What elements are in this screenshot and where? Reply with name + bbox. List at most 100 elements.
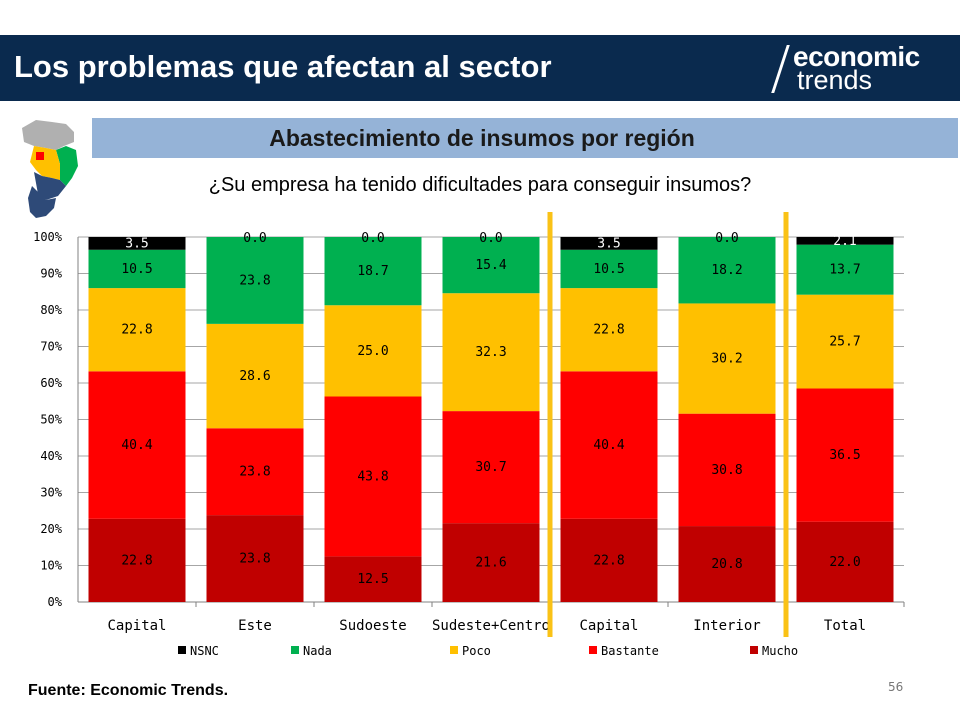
data-label: 36.5 xyxy=(829,448,860,463)
data-label: 0.0 xyxy=(243,231,266,246)
data-label: 22.8 xyxy=(593,323,624,338)
x-category-label: Sudoeste xyxy=(339,618,406,634)
group-separator xyxy=(547,212,553,637)
data-label: 18.2 xyxy=(711,263,742,278)
chart-section-title: Abastecimiento de insumos por región xyxy=(269,125,695,151)
bar-bastante xyxy=(678,413,776,527)
bar-mucho xyxy=(206,515,304,602)
bar-nada xyxy=(678,237,776,304)
header-bar: Los problemas que afectan al sector econ… xyxy=(0,35,960,101)
legend-label: NSNC xyxy=(190,644,219,658)
legend-swatch-nada xyxy=(291,646,299,654)
data-label: 22.8 xyxy=(593,553,624,568)
bar-poco xyxy=(560,288,658,372)
legend-label: Mucho xyxy=(762,644,798,658)
logo-line-2: trends xyxy=(797,65,873,95)
data-label: 25.7 xyxy=(829,335,860,350)
y-tick-label: 30% xyxy=(40,486,62,500)
x-category-label: Capital xyxy=(107,618,166,634)
data-label: 12.5 xyxy=(357,572,388,587)
y-tick-label: 20% xyxy=(40,522,62,536)
y-tick-label: 40% xyxy=(40,449,62,463)
y-tick-label: 50% xyxy=(40,413,62,427)
bar-nada xyxy=(206,237,304,324)
x-category-label: Sudeste+Centro xyxy=(432,618,550,634)
data-label: 32.3 xyxy=(475,345,506,360)
logo-line-1: economic xyxy=(793,41,920,72)
logo-slash xyxy=(771,45,790,93)
legend-swatch-mucho xyxy=(750,646,758,654)
data-label: 2.1 xyxy=(833,234,856,249)
bar-poco xyxy=(796,294,894,389)
survey-question: ¿Su empresa ha tenido dificultades para … xyxy=(208,174,752,196)
y-tick-label: 60% xyxy=(40,376,62,390)
group-separator xyxy=(783,212,789,637)
data-label: 3.5 xyxy=(125,236,148,251)
bar-mucho xyxy=(796,521,894,602)
data-label: 30.2 xyxy=(711,352,742,367)
data-label: 23.8 xyxy=(239,465,270,480)
data-label: 0.0 xyxy=(715,231,738,246)
y-tick-label: 10% xyxy=(40,559,62,573)
subheader-bar: Abastecimiento de insumos por región xyxy=(92,118,958,158)
bar-nada xyxy=(796,244,894,295)
bar-poco xyxy=(324,305,422,397)
legend-label: Poco xyxy=(462,644,491,658)
bar-poco xyxy=(206,323,304,429)
page-number: 56 xyxy=(888,680,904,694)
bar-bastante xyxy=(442,411,540,524)
page-title: Los problemas que afectan al sector xyxy=(14,49,552,84)
bar-bastante xyxy=(88,371,186,519)
y-tick-label: 80% xyxy=(40,303,62,317)
data-label: 15.4 xyxy=(475,258,506,273)
data-label: 40.4 xyxy=(593,438,624,453)
stacked-bar-chart: 0% 10% 20% 30% 40% 50% 60% 70% 80% 90% 100% 22.8 40.… xyxy=(33,212,905,658)
data-label: 18.7 xyxy=(357,264,388,279)
data-label: 22.8 xyxy=(121,553,152,568)
data-label: 0.0 xyxy=(361,231,384,246)
data-label: 10.5 xyxy=(121,262,152,277)
data-label: 20.8 xyxy=(711,557,742,572)
x-category-label: Capital xyxy=(579,618,638,634)
data-label: 3.5 xyxy=(597,236,620,251)
data-label: 40.4 xyxy=(121,438,152,453)
bar-nada xyxy=(324,237,422,306)
bar-nada xyxy=(560,249,658,289)
bar-nsnc xyxy=(88,237,186,250)
bar-nsnc xyxy=(796,237,894,245)
data-label: 43.8 xyxy=(357,469,388,484)
legend-label: Bastante xyxy=(601,644,659,658)
bar-mucho xyxy=(678,526,776,602)
data-label: 13.7 xyxy=(829,263,860,278)
bar-poco xyxy=(88,288,186,372)
bar-nsnc xyxy=(560,237,658,250)
x-category-label: Total xyxy=(824,618,866,634)
y-tick-label: 0% xyxy=(48,595,63,609)
bar-bastante xyxy=(796,388,894,522)
bar-poco xyxy=(678,303,776,414)
argentina-map-icon xyxy=(22,120,78,218)
legend-swatch-poco xyxy=(450,646,458,654)
y-tick-label: 90% xyxy=(40,267,62,281)
legend-swatch-bastante xyxy=(589,646,597,654)
bar-bastante xyxy=(324,396,422,557)
bar-bastante xyxy=(206,428,304,516)
bar-mucho xyxy=(88,518,186,602)
data-label: 23.8 xyxy=(239,273,270,288)
economic-trends-logo: economic trends xyxy=(771,41,955,95)
data-label: 28.6 xyxy=(239,369,270,384)
data-label: 22.0 xyxy=(829,555,860,570)
data-label: 30.7 xyxy=(475,460,506,475)
data-label: 22.8 xyxy=(121,323,152,338)
bar-mucho xyxy=(560,518,658,602)
x-category-label: Este xyxy=(238,618,272,634)
y-tick-label: 70% xyxy=(40,340,62,354)
data-label: 21.6 xyxy=(475,556,506,571)
data-label: 10.5 xyxy=(593,262,624,277)
bar-mucho xyxy=(324,556,422,602)
bar-mucho xyxy=(442,523,540,602)
data-label: 23.8 xyxy=(239,552,270,567)
data-label: 0.0 xyxy=(479,231,502,246)
data-label: 25.0 xyxy=(357,344,388,359)
bar-nada xyxy=(442,237,540,294)
